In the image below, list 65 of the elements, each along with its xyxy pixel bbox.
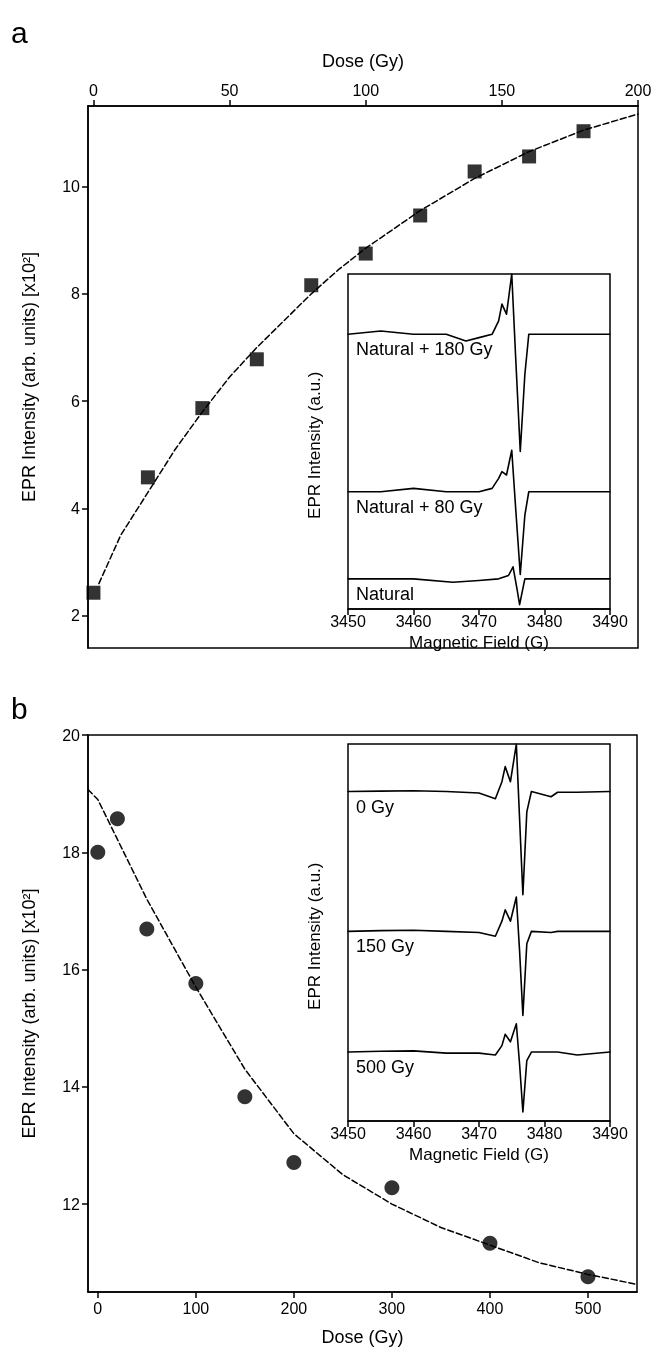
y-axis-title: EPR Intensity (arb. units) [x10²] — [19, 888, 39, 1139]
point — [195, 401, 210, 416]
series-label: Natural + 180 Gy — [356, 339, 493, 360]
x-tick-label: 0 — [93, 1299, 103, 1317]
point — [358, 246, 373, 261]
y-tick-label: 10 — [62, 177, 81, 195]
point — [576, 124, 591, 139]
x-tick-label: 3450 — [330, 612, 366, 630]
series-label: 500 Gy — [356, 1057, 415, 1078]
y-tick-label: 14 — [62, 1078, 81, 1096]
point — [140, 470, 155, 485]
x-tick-label: 150 — [488, 81, 516, 99]
point — [580, 1269, 596, 1285]
point — [384, 1180, 400, 1196]
x-tick-label: 3460 — [395, 1124, 432, 1142]
x-tick-label: 0 — [88, 81, 98, 99]
x-tick-label: 3470 — [461, 1124, 497, 1142]
x-axis-title: Dose (Gy) — [321, 1327, 404, 1347]
chart-title: b — [11, 691, 28, 725]
y-tick-label: 18 — [62, 843, 81, 861]
chart-title: a — [11, 15, 28, 49]
point — [304, 278, 319, 293]
x-axis-title: Magnetic Field (G) — [409, 1145, 549, 1164]
point — [90, 844, 106, 860]
point — [109, 811, 125, 827]
x-tick-label: 400 — [476, 1299, 504, 1317]
x-tick-label: 100 — [352, 81, 380, 99]
series-label: Natural + 80 Gy — [356, 496, 483, 517]
point — [286, 1154, 302, 1170]
series-label: Natural — [356, 583, 415, 604]
x-tick-label: 50 — [220, 81, 239, 99]
x-axis-title: Dose (Gy) — [321, 51, 405, 71]
x-tick-label: 3480 — [526, 1124, 563, 1142]
x-tick-label: 3450 — [330, 1124, 366, 1142]
x-tick-label: 3480 — [526, 612, 563, 630]
y-tick-label: 12 — [62, 1195, 81, 1213]
y-tick-label: 8 — [71, 285, 81, 303]
x-tick-label: 100 — [182, 1299, 210, 1317]
x-tick-label: 3460 — [395, 612, 432, 630]
point — [86, 585, 101, 600]
x-tick-label: 3470 — [461, 612, 497, 630]
x-tick-label: 300 — [378, 1299, 406, 1317]
x-tick-label: 3490 — [592, 1124, 628, 1142]
y-axis-title: EPR Intensity (arb. units) [x10²] — [19, 251, 39, 503]
point — [249, 352, 264, 367]
point — [237, 1089, 253, 1105]
series-label: 0 Gy — [356, 796, 395, 817]
point — [522, 149, 537, 164]
y-tick-label: 4 — [71, 499, 81, 517]
y-tick-label: 2 — [71, 607, 81, 625]
point — [139, 921, 155, 937]
y-tick-label: 6 — [71, 392, 81, 410]
x-tick-label: 200 — [280, 1299, 308, 1317]
point — [482, 1235, 498, 1251]
y-axis-title: EPR Intensity (a.u.) — [305, 371, 324, 519]
x-tick-label: 3490 — [592, 612, 628, 630]
y-axis-title: EPR Intensity (a.u.) — [305, 862, 324, 1010]
x-tick-label: 200 — [624, 81, 652, 99]
point — [467, 164, 482, 179]
y-tick-label: 16 — [62, 961, 81, 979]
point — [188, 976, 204, 992]
point — [413, 208, 428, 223]
y-tick-label: 20 — [62, 726, 81, 744]
series-label: 150 Gy — [356, 936, 415, 957]
x-tick-label: 500 — [574, 1299, 602, 1317]
